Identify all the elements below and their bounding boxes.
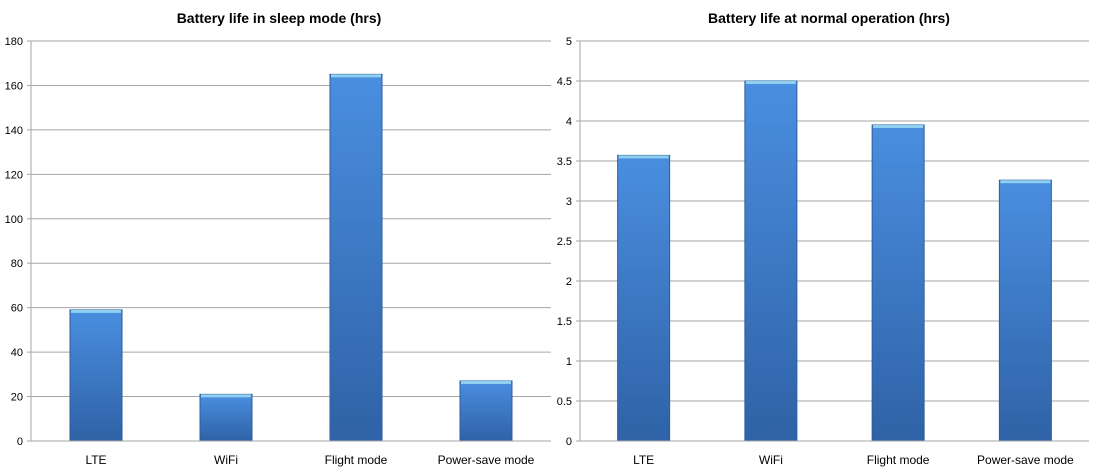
y-tick-label: 5 [566, 36, 572, 48]
y-tick-label: 1 [566, 356, 572, 368]
bar [998, 179, 1052, 442]
bar [69, 309, 123, 442]
bar-top-highlight [745, 81, 796, 84]
y-axis-ticks: 0 20 40 60 80 100 120 140 160 180 [5, 36, 32, 448]
y-tick-label: 100 [5, 214, 23, 226]
y-tick-label: 40 [11, 347, 23, 359]
y-tick-label: 160 [5, 80, 23, 92]
y-tick-label: 2 [566, 276, 572, 288]
chart-title: Battery life at normal operation (hrs) [708, 10, 950, 26]
bar-top-highlight [1000, 180, 1051, 184]
x-tick-label: WiFi [214, 453, 238, 467]
x-tick-label: LTE [633, 453, 654, 467]
y-tick-label: 0.5 [557, 396, 572, 408]
x-tick-label: WiFi [759, 453, 783, 467]
bar-top-highlight [331, 74, 381, 78]
sleep-mode-chart: Battery life in sleep mode (hrs) 0 20 40 60… [5, 10, 551, 467]
bars [31, 73, 551, 442]
bar [871, 124, 925, 442]
bar-top-highlight [618, 155, 669, 159]
y-tick-label: 120 [5, 169, 23, 181]
bar-top-highlight [201, 394, 251, 398]
bar-top-highlight [873, 125, 924, 128]
y-tick-label: 80 [11, 258, 23, 270]
y-tick-label: 3 [566, 196, 572, 208]
y-tick-label: 3.5 [557, 156, 572, 168]
x-tick-label: Flight mode [325, 453, 388, 467]
y-axis-ticks: 0 0.5 1 1.5 2 2.5 3 3.5 4 4.5 5 [557, 36, 581, 448]
bars [580, 80, 1089, 442]
x-tick-label: LTE [85, 453, 106, 467]
bar [617, 154, 671, 442]
y-tick-label: 0 [566, 436, 572, 448]
x-axis-labels: LTE WiFi Flight mode Power-save mode [633, 453, 1074, 467]
y-tick-label: 4.5 [557, 76, 572, 88]
y-tick-label: 180 [5, 36, 23, 48]
y-tick-label: 1.5 [557, 316, 572, 328]
y-tick-label: 2.5 [557, 236, 572, 248]
bar [329, 73, 383, 442]
x-tick-label: Power-save mode [438, 453, 535, 467]
bar [459, 380, 513, 442]
x-tick-label: Flight mode [867, 453, 930, 467]
normal-operation-chart: Battery life at normal operation (hrs) 0… [557, 10, 1089, 467]
y-tick-label: 20 [11, 392, 23, 404]
y-tick-label: 140 [5, 125, 23, 137]
chart-title: Battery life in sleep mode (hrs) [177, 10, 382, 26]
x-tick-label: Power-save mode [977, 453, 1074, 467]
y-tick-label: 4 [566, 116, 572, 128]
bar [199, 393, 253, 442]
x-axis-labels: LTE WiFi Flight mode Power-save mode [85, 453, 534, 467]
bar-top-highlight [71, 309, 121, 313]
y-tick-label: 0 [17, 436, 23, 448]
bar [744, 80, 798, 442]
y-tick-label: 60 [11, 303, 23, 315]
bar-top-highlight [461, 381, 511, 384]
